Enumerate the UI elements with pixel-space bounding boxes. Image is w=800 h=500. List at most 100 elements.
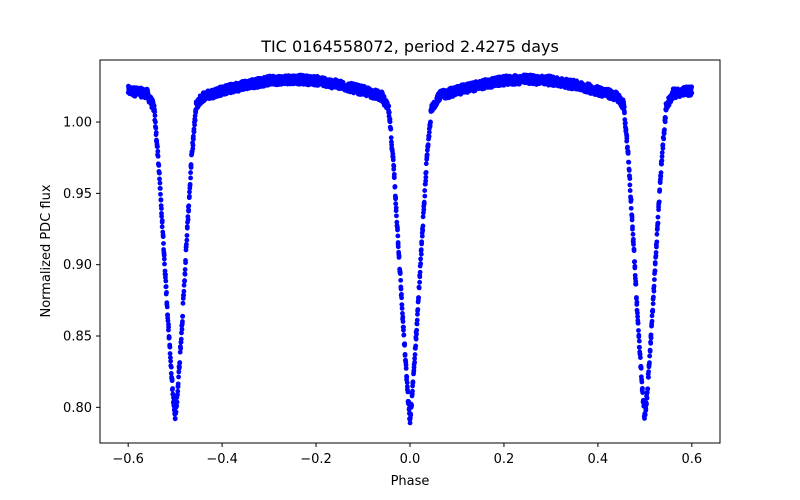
data-point xyxy=(653,250,659,255)
data-point xyxy=(157,186,163,191)
data-point xyxy=(157,180,163,186)
data-point xyxy=(184,233,190,238)
data-point xyxy=(647,360,652,366)
data-point xyxy=(425,142,431,148)
data-point xyxy=(415,311,420,317)
data-point xyxy=(165,318,171,324)
data-point xyxy=(164,290,169,295)
data-point xyxy=(180,300,186,306)
data-point xyxy=(646,374,651,380)
data-point xyxy=(184,237,190,243)
data-point xyxy=(413,343,419,349)
data-point xyxy=(393,205,399,211)
data-point xyxy=(400,311,405,316)
data-point xyxy=(186,208,191,214)
data-point xyxy=(182,278,188,283)
data-point xyxy=(628,197,634,203)
data-point xyxy=(155,144,160,150)
data-point xyxy=(636,338,642,344)
data-point xyxy=(418,247,424,252)
data-point xyxy=(152,109,158,115)
data-point xyxy=(175,381,181,387)
data-point xyxy=(654,231,660,237)
data-point xyxy=(182,267,188,272)
data-point xyxy=(622,120,628,126)
data-point xyxy=(426,129,432,135)
data-point xyxy=(630,226,635,232)
data-point xyxy=(161,256,167,262)
data-point xyxy=(658,173,664,179)
data-point xyxy=(422,188,428,193)
data-point xyxy=(650,307,656,313)
data-point xyxy=(183,241,189,247)
data-point xyxy=(423,161,429,167)
data-point xyxy=(170,386,175,391)
data-point xyxy=(159,206,164,211)
data-point xyxy=(631,236,636,242)
data-point xyxy=(182,271,188,277)
data-point xyxy=(643,406,649,412)
data-point xyxy=(399,295,404,301)
data-point xyxy=(397,270,403,276)
data-point xyxy=(637,344,642,350)
data-point xyxy=(423,169,429,175)
data-point xyxy=(635,320,641,326)
data-point xyxy=(394,219,400,225)
data-point xyxy=(625,150,631,156)
data-point xyxy=(636,334,642,340)
data-point xyxy=(414,327,420,333)
data-point xyxy=(418,256,423,262)
data-point xyxy=(166,335,172,341)
data-point xyxy=(640,390,646,395)
data-point xyxy=(413,336,419,342)
data-point xyxy=(423,178,429,184)
data-point xyxy=(417,269,423,275)
data-point xyxy=(177,360,183,365)
data-point xyxy=(186,203,192,209)
data-point xyxy=(635,314,640,320)
data-point xyxy=(404,384,410,390)
data-point xyxy=(163,272,168,278)
data-point xyxy=(191,129,197,135)
data-point xyxy=(630,231,636,237)
data-point xyxy=(408,412,414,418)
data-point xyxy=(191,136,196,142)
data-point xyxy=(657,189,662,194)
data-point xyxy=(173,409,179,415)
data-point xyxy=(416,295,421,301)
data-point xyxy=(410,388,415,394)
data-point xyxy=(178,346,184,351)
data-point xyxy=(656,199,662,205)
data-point xyxy=(188,170,193,175)
data-point xyxy=(168,371,174,376)
data-point xyxy=(632,265,638,271)
data-point xyxy=(179,330,184,336)
x-tick-label: 0.6 xyxy=(681,452,702,467)
data-point xyxy=(412,352,418,357)
x-tick-label: 0.4 xyxy=(588,452,609,467)
data-point xyxy=(185,217,191,223)
data-point xyxy=(689,90,695,96)
data-point xyxy=(174,403,180,409)
data-point xyxy=(646,369,651,375)
data-point xyxy=(420,223,426,229)
data-point xyxy=(155,153,161,159)
data-point xyxy=(645,386,651,392)
y-tick-label: 1.00 xyxy=(63,116,92,131)
y-tick-label: 0.85 xyxy=(63,330,92,345)
data-point xyxy=(659,154,665,159)
data-point xyxy=(183,258,188,263)
data-point xyxy=(404,374,410,380)
data-point xyxy=(635,310,640,316)
data-point xyxy=(651,283,657,289)
data-point xyxy=(156,163,162,168)
data-point xyxy=(161,253,167,258)
x-tick-label: −0.4 xyxy=(206,452,238,467)
data-point xyxy=(160,234,166,240)
data-point xyxy=(642,416,647,421)
data-point xyxy=(658,170,664,176)
data-point xyxy=(627,188,633,193)
data-point xyxy=(647,353,653,359)
data-point xyxy=(386,110,392,115)
